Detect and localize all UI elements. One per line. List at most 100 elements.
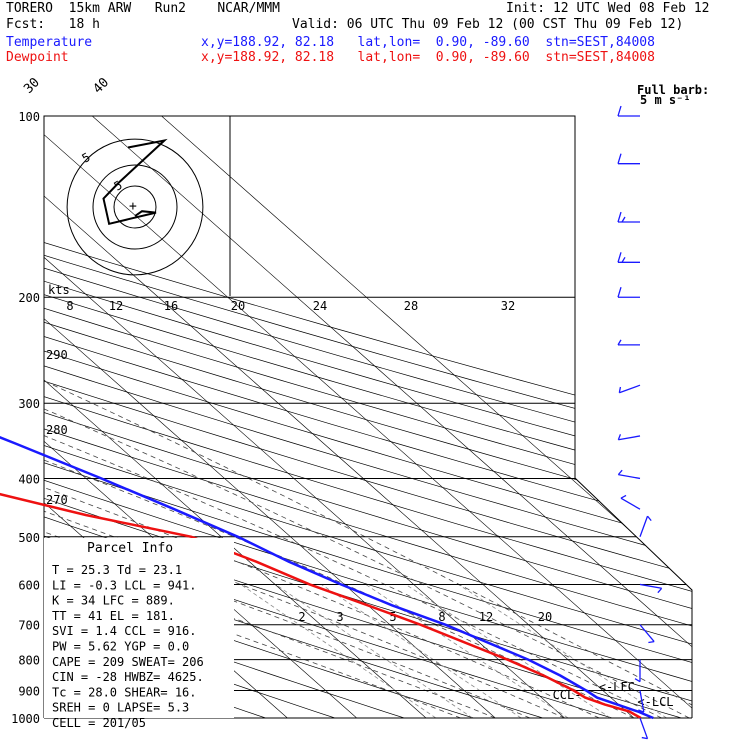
wind-barb-flag — [657, 587, 663, 594]
wind-barb-flag — [617, 287, 622, 298]
pressure-tick-label: 600 — [18, 578, 40, 592]
isotherm-line — [44, 116, 357, 718]
dry-adiabat — [44, 116, 692, 718]
barb-header-unit: 5 m s⁻¹ — [640, 93, 691, 107]
wind-barb-staff — [639, 624, 655, 643]
lfc-marker: <-LFC — [599, 680, 635, 694]
pressure-tick-label: 100 — [18, 110, 40, 124]
init-time: Init: 12 UTC Wed 08 Feb 12 — [506, 1, 710, 16]
isotherm-label: 30 — [21, 75, 43, 97]
dry-adiabat — [44, 116, 445, 718]
dry-adiabat — [44, 116, 692, 718]
wind-barb-staff — [639, 515, 649, 538]
wetbulb-label: 20 — [231, 299, 245, 313]
mixing-ratio-line — [240, 584, 437, 718]
pressure-tick-label: 400 — [18, 472, 40, 486]
isotherm-line — [44, 116, 635, 718]
dry-adiabat — [44, 116, 692, 718]
wind-barb-flag — [618, 386, 622, 393]
wind-barb-flag — [648, 640, 655, 644]
wetbulb-label: 16 — [164, 299, 178, 313]
model-run-title: TORERO 15km ARW Run2 NCAR/MMM — [6, 1, 280, 16]
pressure-tick-label: 900 — [18, 684, 40, 698]
wind-barb-staff — [639, 583, 662, 589]
isotherm-label: 40 — [90, 75, 112, 97]
dry-adiabat — [44, 116, 692, 718]
wind-barb-staff — [620, 497, 641, 510]
isotherm-line — [44, 116, 496, 718]
wind-barb-flag — [617, 211, 622, 223]
dry-adiabat — [44, 116, 692, 718]
dry-adiabat — [44, 116, 692, 718]
dry-adiabat — [44, 116, 692, 718]
wind-barb-flag — [621, 256, 626, 263]
wind-barb-flag — [617, 153, 622, 164]
dry-adiabat — [44, 116, 692, 718]
wind-barb-staff — [639, 690, 645, 713]
parcel-info-row: SVI = 1.4 CCL = 916. — [52, 624, 197, 638]
forecast-hour: Fcst: 18 h — [6, 17, 100, 32]
wind-barb-staff — [618, 473, 641, 480]
parcel-info-box — [44, 538, 234, 718]
pressure-tick-label: 500 — [18, 531, 40, 545]
pressure-tick-label: 200 — [18, 291, 40, 305]
hodograph-ring — [113, 185, 157, 229]
wetbulb-label: 32 — [501, 299, 515, 313]
dry-adiabat — [44, 116, 692, 718]
dewpoint-profile — [0, 492, 642, 720]
dry-adiabat — [44, 116, 692, 718]
wind-barb-flag — [621, 216, 626, 223]
wind-barb-flag — [617, 252, 622, 263]
mixing-ratio-label: 8 — [438, 610, 445, 624]
wind-barb-flag — [647, 515, 652, 522]
guide-lines — [0, 116, 692, 718]
moist-adiabat — [44, 296, 565, 718]
wetbulb-label: 24 — [313, 299, 327, 313]
wind-barb-flag — [620, 494, 627, 499]
wind-barb-staff — [619, 384, 641, 394]
mixing-ratio-label: 5 — [389, 610, 396, 624]
wind-barb-flag — [641, 736, 648, 740]
parcel-info-row: CAPE = 209 SWEAT= 206 — [52, 655, 204, 669]
wetbulb-label: 28 — [404, 299, 418, 313]
legend-dewpoint-location: x,y=188.92, 82.18 lat,lon= 0.90, -89.60 … — [201, 50, 655, 65]
theta-label-left: 280 — [46, 423, 68, 437]
dry-adiabat — [44, 116, 515, 718]
wind-barb-flag — [617, 434, 622, 441]
parcel-info-title: Parcel Info — [87, 541, 173, 556]
wetbulb-label: 8 — [66, 299, 73, 313]
isotherm-line — [44, 116, 427, 718]
theta-label-left: 270 — [46, 493, 68, 507]
dry-adiabat — [44, 116, 692, 718]
ccl-marker: CCL- — [553, 688, 582, 702]
isotherm-line — [161, 116, 692, 718]
wind-barb-staff — [618, 435, 641, 441]
barb-header-title: Full barb: — [637, 83, 709, 97]
pressure-tick-label: 1000 — [11, 712, 40, 726]
isotherm-line — [44, 116, 565, 718]
wind-barbs — [617, 105, 663, 740]
kts-label: kts — [48, 283, 70, 297]
wind-barb-flag — [634, 678, 641, 683]
wind-barb-flag — [638, 709, 645, 713]
dry-adiabat — [44, 116, 692, 718]
hodograph-ring — [92, 164, 178, 250]
parcel-info-row: SREH = 0 LAPSE= 5.3 — [52, 701, 189, 715]
legend-temperature-location: x,y=188.92, 82.18 lat,lon= 0.90, -89.60 … — [201, 35, 655, 50]
wind-barb-flag — [617, 105, 622, 117]
mixing-ratio-label: 3 — [336, 610, 343, 624]
parcel-info-row: PW = 5.62 YGP = 0.0 — [52, 640, 189, 654]
plot-frame — [43, 115, 693, 718]
mixing-ratio-line — [321, 584, 522, 718]
hodograph-ring-label: 5 — [80, 150, 93, 166]
theta-label-left: 290 — [46, 348, 68, 362]
wind-barb-flag — [617, 469, 623, 476]
dry-adiabat — [44, 116, 374, 718]
dry-adiabat — [44, 116, 692, 718]
lcl-marker: <-LCL — [637, 695, 673, 709]
isotherm-line — [0, 116, 10, 718]
pressure-tick-label: 300 — [18, 397, 40, 411]
plus-icon: + — [129, 199, 137, 214]
pressure-tick-label: 700 — [18, 619, 40, 633]
